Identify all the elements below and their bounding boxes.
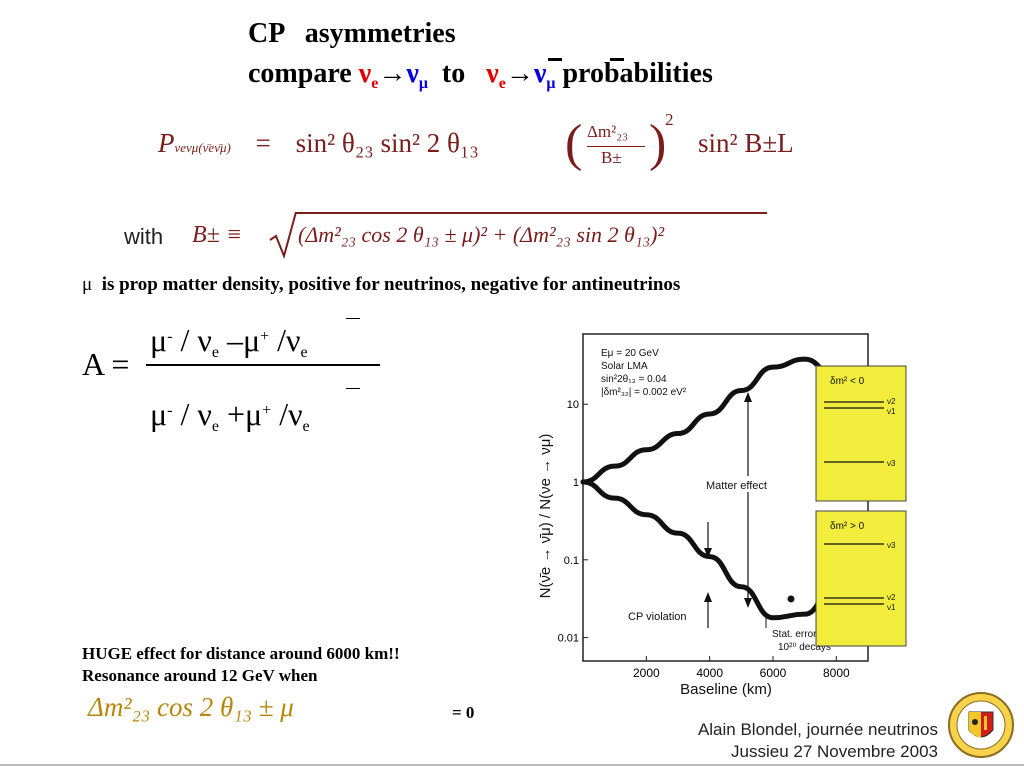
x-tick-label: 8000 [823,666,850,680]
x-tick-label: 6000 [760,666,787,680]
stat-error-label-2: 10²⁰ decays [778,642,831,653]
title-to: to [441,58,466,89]
formula-paren-close: ) [649,115,667,172]
resonance-condition: Δm²₂₃ cos 2 θ₁₃ ± μ [88,692,294,722]
B-radicand: (Δm²₂₃ cos 2 θ₁₃ ± μ)² + (Δm²₂₃ sin 2 θ₁… [298,222,665,247]
B-definition: B± ≡ [192,222,243,248]
huge-effect-note: HUGE effect for distance around 6000 km!… [82,644,400,663]
footer-date: Jussieu 27 Novembre 2003 [731,742,938,761]
x-tick-label: 2000 [633,666,660,680]
y-tick-label: 10 [567,399,579,411]
matter-label-bg [704,476,784,492]
box1-nu2: ν2 [887,397,896,406]
bottom-rule [0,764,1024,766]
box2-nu3: ν3 [887,541,896,550]
formula-equals: = [255,128,271,158]
with-label: with [124,224,164,249]
nu-e-symbol: νe [358,58,379,92]
nu-mu-symbol: νμ [406,58,428,92]
box1-nu1: ν1 [887,407,896,416]
box1-nu3: ν3 [887,459,896,468]
asym-fraction-line [146,364,380,366]
mu-note: μ is prop matter density, positive for n… [82,274,680,296]
y-tick-label: 0.1 [564,555,579,567]
y-tick-label: 1 [573,477,579,489]
info-sin2theta: sin²2θ₁₃ = 0.04 [601,374,667,385]
formula-fraction-group: ( Δm²₂₃ B± ) 2 [565,110,674,190]
baseline-figure: N(ν̄e → ν̄μ) / N(νe → νμ) Baseline (km) … [508,326,948,716]
formula-frac-denominator: B± [601,148,622,167]
y-axis-label: N(ν̄e → ν̄μ) / N(νe → νμ) [537,434,554,599]
info-dm2: |δm²₃₂| = 0.002 eV² [601,387,687,398]
formula-sin-terms: sin² θ₂₃ sin² 2 θ₁₃ [295,128,479,158]
arrow-symbol: → [378,58,407,89]
box2-title: δm² > 0 [830,521,865,532]
formula-sin-BL: sin² B±L [698,128,794,158]
nubar-mu-symbol: νμ [533,58,556,92]
stat-error-point [787,595,795,603]
matter-arrow-head-down [744,598,752,608]
y-tick-label: 0.01 [558,633,579,645]
numerator-antinu-bar [346,318,360,319]
x-axis-label: Baseline (km) [680,681,772,698]
mu-note-text: is prop matter density, positive for neu… [101,274,681,295]
nubar-e-symbol: νe [486,58,506,92]
box2-nu2: ν2 [887,593,896,602]
stat-error-label-1: Stat. error for [772,629,832,640]
cp-violation-label: CP violation [628,611,687,623]
cp-arrow-down-head [704,548,712,558]
footer-author: Alain Blondel, journée neutrinos [697,720,938,739]
mass-hierarchy-box-inverted [815,365,907,502]
nubar-e-bar [548,58,562,61]
asym-numerator: μ- / νe –μ+ /νe [150,322,308,361]
info-solar: Solar LMA [601,361,648,372]
title-line1: CP asymmetries [248,18,456,49]
matter-effect-label: Matter effect [706,480,767,492]
formula-frac-line [587,146,645,147]
nubar-mu-bar [610,58,624,61]
formula-P-subscript: νeνμ(ν̄eν̄μ) [174,140,231,155]
probability-formula: Pνeνμ(ν̄eν̄μ) = sin² θ₂₃ sin² 2 θ₁₃ [158,128,479,159]
title-compare: compare [248,58,352,89]
formula-paren-open: ( [565,115,583,172]
equals-zero: = 0 [452,703,475,722]
asym-denominator: μ- / νe +μ+ /νe [150,396,310,435]
title-line2: compare νe→νμ to νe→νμ probabilities [248,58,713,100]
matter-arrow-head-up [744,392,752,402]
box1-title: δm² < 0 [830,376,865,387]
title-probabilities: probabilities [562,58,713,89]
formula-frac-numerator: Δm²₂₃ [587,122,629,141]
asymmetry-A: A = [82,346,130,382]
mass-hierarchy-box-normal [815,510,907,647]
denominator-antinu-bar [346,388,360,389]
arrow-symbol-2: → [505,58,534,89]
sqrt-sign [269,211,297,260]
slide-title: CP asymmetries [248,18,456,50]
cp-arrow-up-head [704,592,712,602]
formula-power: 2 [665,110,674,129]
formula-P: P [158,128,175,158]
box2-nu1: ν1 [887,603,896,612]
sqrt-bar [295,212,767,214]
x-tick-label: 4000 [696,666,723,680]
mu-symbol: μ [82,274,93,295]
info-energy: Eμ = 20 GeV [601,348,659,359]
resonance-note: Resonance around 12 GeV when [82,666,318,685]
schola-genevensis-logo [948,692,1014,758]
